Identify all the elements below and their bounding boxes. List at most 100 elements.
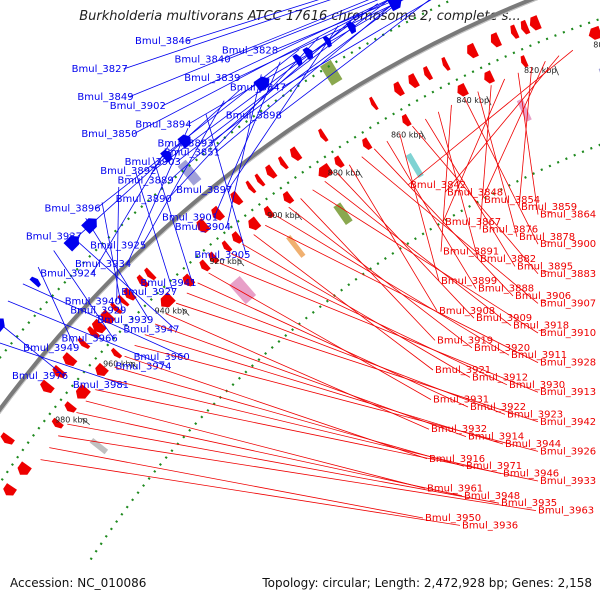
gene-label-reverse[interactable]: Bmul_3900 (540, 239, 596, 250)
gene-label-forward[interactable]: Bmul_3927 (121, 287, 177, 298)
gene-label-reverse[interactable]: Bmul_3910 (540, 328, 596, 339)
gene-label-forward[interactable]: Bmul_3966 (62, 334, 118, 345)
gene-label-forward[interactable]: Bmul_3839 (184, 73, 240, 84)
gene-label-forward[interactable]: Bmul_3925 (90, 241, 146, 252)
gene-label-forward[interactable]: Bmul_3840 (174, 55, 230, 66)
gene-label-forward[interactable]: Bmul_3947 (123, 324, 179, 335)
kbp-tick-label: 800 kbp (593, 41, 600, 50)
gene-label-forward[interactable]: Bmul_3890 (116, 194, 172, 205)
gene-label-reverse[interactable]: Bmul_3944 (505, 439, 561, 450)
gene-label-reverse[interactable]: Bmul_3919 (437, 335, 493, 346)
gene-label-forward[interactable]: Bmul_3892 (100, 166, 156, 177)
gene-label-reverse[interactable]: Bmul_3950 (425, 513, 481, 524)
gene-label-reverse[interactable]: Bmul_3859 (521, 202, 577, 213)
gene-label-reverse[interactable]: Bmul_3936 (462, 520, 518, 531)
gene-label-forward[interactable]: Bmul_3828 (222, 45, 278, 56)
leader-line-reverse (40, 459, 461, 526)
leader-line-reverse (134, 345, 539, 452)
gene-label-reverse[interactable]: Bmul_3867 (445, 217, 501, 228)
reverse-gene (408, 73, 420, 89)
gene-label-reverse[interactable]: Bmul_3948 (464, 491, 520, 502)
gene-label-reverse[interactable]: Bmul_3928 (540, 358, 596, 369)
gene-label-reverse[interactable]: Bmul_3895 (517, 261, 573, 272)
gene-label-forward[interactable]: Bmul_3904 (175, 222, 231, 233)
leader-line-forward (277, 0, 430, 116)
gene-label-reverse[interactable]: Bmul_3848 (447, 187, 503, 198)
gene-label-reverse[interactable]: Bmul_3930 (509, 380, 565, 391)
gene-label-reverse[interactable]: Bmul_3971 (466, 461, 522, 472)
gene-label-reverse[interactable]: Bmul_3963 (538, 506, 594, 517)
reverse-gene (393, 81, 405, 97)
gene-label-reverse[interactable]: Bmul_3913 (540, 387, 596, 398)
gene-label-forward[interactable]: Bmul_3974 (115, 362, 171, 373)
gene-label-reverse[interactable]: Bmul_3878 (519, 232, 575, 243)
gene-label-forward[interactable]: Bmul_3897 (176, 185, 232, 196)
gene-label-forward[interactable]: Bmul_3924 (40, 269, 96, 280)
gene-label-reverse[interactable]: Bmul_3920 (474, 343, 530, 354)
gene-label-reverse[interactable]: Bmul_3923 (507, 409, 563, 420)
gene-label-reverse[interactable]: Bmul_3946 (503, 469, 559, 480)
reverse-gene (457, 83, 469, 97)
gene-label-forward[interactable]: Bmul_3949 (23, 343, 79, 354)
gene-label-reverse[interactable]: Bmul_3864 (540, 210, 596, 221)
gene-label-forward[interactable]: Bmul_3850 (81, 129, 137, 140)
gene-label-reverse[interactable]: Bmul_3961 (427, 483, 483, 494)
gene-label-reverse[interactable]: Bmul_3882 (480, 254, 536, 265)
gene-label-reverse[interactable]: Bmul_3854 (484, 195, 540, 206)
gene-label-reverse[interactable]: Bmul_3926 (540, 446, 596, 457)
gene-label-forward[interactable]: Bmul_3901 (162, 213, 218, 224)
gene-label-reverse[interactable]: Bmul_3931 (433, 395, 489, 406)
leader-line-reverse (407, 49, 574, 186)
gene-label-reverse[interactable]: Bmul_3907 (540, 298, 596, 309)
leader-line-forward (167, 37, 319, 200)
reverse-gene (144, 267, 157, 281)
gene-label-forward[interactable]: Bmul_3851 (164, 148, 220, 159)
gene-label-forward[interactable]: Bmul_3939 (97, 315, 153, 326)
gene-label-reverse[interactable]: Bmul_3906 (515, 291, 571, 302)
gene-label-reverse[interactable]: Bmul_3932 (431, 424, 487, 435)
leader-line-forward (7, 300, 168, 367)
gene-label-forward[interactable]: Bmul_3929 (70, 306, 126, 317)
leader-line-forward (226, 0, 379, 60)
gene-label-reverse[interactable]: Bmul_3918 (513, 321, 569, 332)
gene-label-forward[interactable]: Bmul_3976 (12, 371, 68, 382)
gene-label-reverse[interactable]: Bmul_3883 (540, 269, 596, 280)
gene-label-forward[interactable]: Bmul_3896 (44, 203, 100, 214)
gene-label-reverse[interactable]: Bmul_3914 (468, 432, 524, 443)
gene-label-reverse[interactable]: Bmul_3876 (482, 224, 538, 235)
gene-label-reverse[interactable]: Bmul_3933 (540, 476, 596, 487)
reverse-gene (3, 483, 17, 496)
gene-label-forward[interactable]: Bmul_3937 (26, 231, 82, 242)
gene-label-reverse[interactable]: Bmul_3935 (501, 498, 557, 509)
gene-label-forward[interactable]: Bmul_3940 (65, 296, 121, 307)
reverse-gene (318, 162, 334, 178)
gene-label-reverse[interactable]: Bmul_3911 (511, 350, 567, 361)
leader-line-reverse (437, 111, 479, 260)
leader-line-forward (101, 202, 123, 311)
gene-label-forward[interactable]: Bmul_3941 (140, 278, 196, 289)
gene-label-forward[interactable]: Bmul_3846 (135, 36, 191, 47)
gene-label-forward[interactable]: Bmul_3905 (194, 250, 250, 261)
gene-label-reverse[interactable]: Bmul_3922 (470, 402, 526, 413)
gene-label-reverse[interactable]: Bmul_3842 (410, 180, 466, 191)
gene-label-forward[interactable]: Bmul_3902 (110, 101, 166, 112)
gene-label-forward[interactable]: Bmul_3894 (135, 120, 191, 131)
gene-label-reverse[interactable]: Bmul_3909 (476, 313, 532, 324)
gene-label-forward[interactable]: Bmul_3898 (226, 110, 282, 121)
feature-block (405, 152, 424, 179)
gene-label-forward[interactable]: Bmul_3903 (125, 157, 181, 168)
gene-label-forward[interactable]: Bmul_3981 (73, 380, 129, 391)
gene-label-forward[interactable]: Bmul_3893 (157, 138, 213, 149)
gene-label-forward[interactable]: Bmul_3849 (77, 92, 133, 103)
gene-label-forward[interactable]: Bmul_3889 (118, 176, 174, 187)
gene-label-forward[interactable]: Bmul_3960 (134, 352, 190, 363)
gene-label-reverse[interactable]: Bmul_3942 (540, 417, 596, 428)
leader-line-reverse (312, 189, 539, 334)
gene-label-reverse[interactable]: Bmul_3921 (435, 365, 491, 376)
leader-line-reverse (361, 156, 539, 304)
gene-label-forward[interactable]: Bmul_3827 (72, 64, 128, 75)
gene-label-reverse[interactable]: Bmul_3899 (441, 276, 497, 287)
gene-label-reverse[interactable]: Bmul_3916 (429, 454, 485, 465)
leader-line-reverse (424, 118, 516, 267)
gene-label-reverse[interactable]: Bmul_3912 (472, 372, 528, 383)
